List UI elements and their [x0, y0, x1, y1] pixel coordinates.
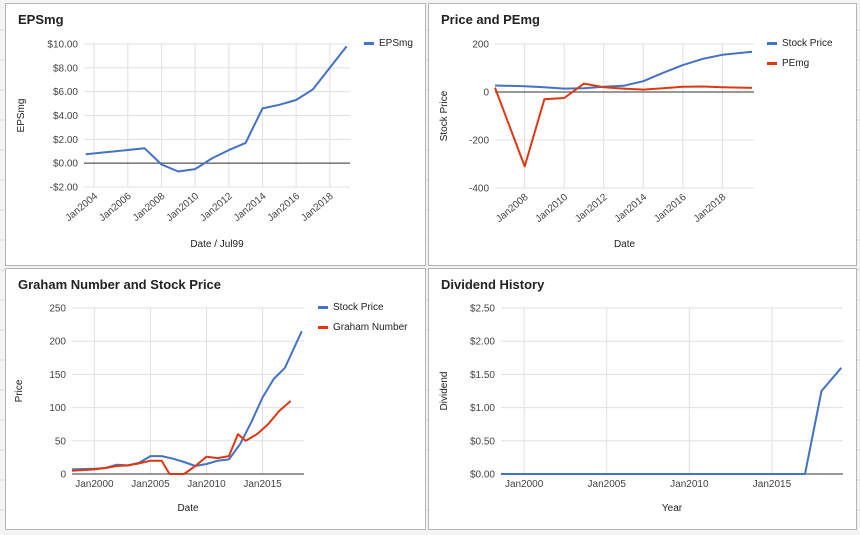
x-tick-label: Jan2016: [266, 191, 303, 224]
y-tick-label: $2.00: [53, 135, 78, 146]
legend-label: Graham Number: [333, 322, 408, 333]
x-tick-label: Jan2000: [75, 479, 114, 490]
x-axis-label: Date / Jul99: [190, 239, 244, 250]
y-tick-label: $0.00: [53, 159, 78, 170]
y-tick-label: 50: [55, 436, 67, 447]
y-tick-label: $6.00: [53, 87, 78, 98]
chart-title: Graham Number and Stock Price: [18, 277, 221, 292]
x-tick-label: Jan2008: [131, 191, 168, 224]
series-line: [494, 82, 753, 168]
legend-label: PEmg: [782, 58, 809, 69]
y-tick-label: $2.00: [470, 337, 495, 348]
x-tick-label: Jan2014: [613, 192, 650, 225]
y-tick-label: -400: [469, 184, 489, 195]
legend-label: Stock Price: [782, 38, 833, 49]
y-tick-label: -200: [469, 136, 489, 147]
y-axis-label: Price: [14, 379, 25, 402]
legend-swatch: [318, 306, 328, 309]
x-tick-label: Jan2006: [97, 191, 134, 224]
y-tick-label: $8.00: [53, 63, 78, 74]
chart-title: Dividend History: [441, 277, 545, 292]
graham-number-chart-panel: Graham Number and Stock Price 0 50 100 150 20…: [5, 268, 426, 530]
x-tick-label: Jan2015: [753, 479, 792, 490]
y-tick-label: 200: [49, 337, 66, 348]
x-tick-label: Jan2010: [670, 479, 709, 490]
graham-number-chart: Graham Number and Stock Price 0 50 100 150 20…: [14, 277, 408, 514]
y-axis-label: Stock Price: [439, 90, 450, 141]
y-axis-label: Dividend: [439, 372, 450, 411]
x-tick-label: Jan2012: [573, 192, 610, 225]
y-tick-label: $1.50: [470, 370, 495, 381]
y-tick-label: 250: [49, 304, 66, 315]
x-tick-label: Jan2010: [165, 191, 202, 224]
x-tick-label: Jan2005: [588, 479, 627, 490]
x-tick-label: Jan2014: [232, 191, 269, 224]
series-line: [71, 400, 292, 475]
legend-swatch: [767, 62, 777, 65]
x-tick-label: Jan2010: [187, 479, 226, 490]
y-tick-label: $0.00: [470, 470, 495, 481]
y-tick-label: 150: [49, 370, 66, 381]
epsmg-chart-panel: EPSmg -$2.00 $0.00 $2.00 $4.00 $6.00 $8.00 $10.…: [5, 3, 426, 266]
x-tick-label: Jan2016: [652, 192, 689, 225]
x-tick-label: Jan2005: [131, 479, 170, 490]
x-tick-label: Jan2004: [64, 191, 101, 224]
chart-title: EPSmg: [18, 12, 64, 27]
epsmg-chart: EPSmg -$2.00 $0.00 $2.00 $4.00 $6.00 $8.00 $10.…: [16, 12, 413, 250]
x-axis-label: Date: [614, 239, 636, 250]
y-tick-label: 0: [483, 88, 489, 99]
x-tick-label: Jan2018: [692, 192, 729, 225]
price-pemg-chart-panel: Price and PEmg -400 -200 0 200 Jan2008 Jan2010…: [428, 3, 857, 266]
y-tick-label: 0: [60, 470, 66, 481]
y-tick-label: $2.50: [470, 304, 495, 315]
y-tick-label: -$2.00: [50, 183, 79, 194]
legend-swatch: [767, 42, 777, 45]
series-line: [85, 45, 348, 173]
y-tick-label: $4.00: [53, 111, 78, 122]
x-axis-label: Date: [177, 503, 199, 514]
x-tick-label: Jan2010: [534, 192, 571, 225]
chart-title: Price and PEmg: [441, 12, 540, 27]
dividend-history-chart-panel: Dividend History $0.00 $0.50 $1.00 $1.50 $2.0…: [428, 268, 857, 530]
legend-swatch: [364, 42, 374, 45]
x-tick-label: Jan2008: [494, 192, 531, 225]
series-line: [71, 330, 303, 471]
x-tick-label: Jan2018: [299, 191, 336, 224]
y-axis-label: EPSmg: [16, 99, 27, 133]
y-tick-label: $10.00: [47, 40, 78, 51]
x-tick-label: Jan2015: [243, 479, 282, 490]
legend-label: EPSmg: [379, 38, 413, 49]
y-tick-label: 200: [472, 40, 489, 51]
price-pemg-chart: Price and PEmg -400 -200 0 200 Jan2008 Jan2010…: [439, 12, 833, 250]
x-axis-label: Year: [662, 503, 683, 514]
dividend-history-chart: Dividend History $0.00 $0.50 $1.00 $1.50 $2.0…: [439, 277, 843, 514]
y-tick-label: $0.50: [470, 436, 495, 447]
legend-swatch: [318, 326, 328, 329]
series-line: [501, 367, 843, 475]
x-tick-label: Jan2000: [505, 479, 544, 490]
y-tick-label: $1.00: [470, 403, 495, 414]
legend-label: Stock Price: [333, 302, 384, 313]
y-tick-label: 100: [49, 403, 66, 414]
series-line: [494, 50, 753, 90]
x-tick-label: Jan2012: [198, 191, 235, 224]
